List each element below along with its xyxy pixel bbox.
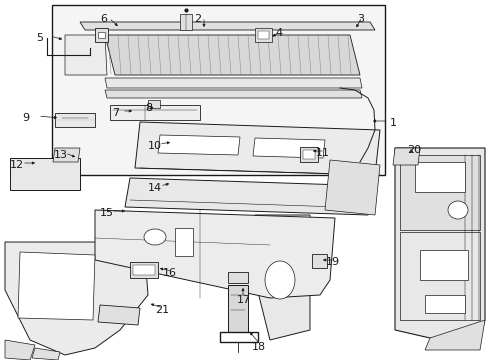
Polygon shape [105, 90, 361, 98]
Bar [424, 295, 464, 313]
Polygon shape [125, 178, 374, 215]
Text: 11: 11 [315, 148, 329, 158]
Polygon shape [5, 242, 148, 355]
Bar [414, 162, 464, 192]
Polygon shape [95, 28, 108, 42]
Text: 21: 21 [155, 305, 169, 315]
Polygon shape [130, 262, 158, 278]
Text: 16: 16 [163, 268, 177, 278]
Ellipse shape [264, 261, 294, 299]
Text: 8: 8 [145, 103, 152, 113]
Bar [419, 250, 467, 280]
Polygon shape [98, 32, 105, 38]
Text: 1: 1 [389, 118, 396, 128]
Polygon shape [394, 148, 484, 348]
Polygon shape [252, 138, 325, 158]
Polygon shape [399, 155, 479, 230]
Polygon shape [311, 254, 326, 268]
Polygon shape [65, 35, 107, 75]
Polygon shape [105, 78, 361, 88]
Polygon shape [110, 105, 200, 120]
Polygon shape [424, 320, 484, 350]
Polygon shape [303, 150, 314, 159]
Text: 3: 3 [356, 14, 363, 24]
Polygon shape [10, 158, 80, 190]
Polygon shape [95, 210, 334, 298]
Polygon shape [158, 135, 240, 155]
Text: 18: 18 [251, 342, 265, 352]
Bar [175, 228, 193, 256]
Polygon shape [32, 348, 60, 360]
Text: 12: 12 [10, 160, 24, 170]
Polygon shape [55, 113, 95, 127]
Polygon shape [135, 122, 379, 175]
Text: 9: 9 [22, 113, 29, 123]
Polygon shape [80, 22, 374, 30]
Text: 20: 20 [406, 145, 420, 155]
Polygon shape [258, 31, 268, 39]
Ellipse shape [447, 201, 467, 219]
Polygon shape [299, 147, 317, 162]
Polygon shape [180, 14, 192, 30]
Text: 6: 6 [100, 14, 107, 24]
Polygon shape [5, 340, 35, 360]
Polygon shape [254, 28, 271, 42]
Polygon shape [105, 35, 359, 75]
Text: 2: 2 [194, 14, 201, 24]
Polygon shape [227, 285, 247, 332]
Text: 19: 19 [325, 257, 340, 267]
Polygon shape [18, 252, 95, 320]
Polygon shape [399, 232, 479, 320]
Text: 17: 17 [237, 295, 251, 305]
Bar [52, 5, 384, 175]
Text: 7: 7 [112, 108, 119, 118]
Polygon shape [254, 215, 309, 340]
Text: 10: 10 [148, 141, 162, 151]
Text: 15: 15 [100, 208, 114, 218]
Text: 4: 4 [274, 28, 282, 38]
Polygon shape [325, 160, 379, 215]
Polygon shape [53, 148, 80, 162]
Text: 13: 13 [54, 150, 68, 160]
Text: 5: 5 [36, 33, 43, 43]
Polygon shape [98, 305, 140, 325]
Text: 14: 14 [148, 183, 162, 193]
Polygon shape [148, 100, 160, 108]
Polygon shape [227, 272, 247, 283]
Bar [220, 332, 258, 342]
Polygon shape [392, 148, 419, 165]
Polygon shape [133, 265, 155, 275]
Ellipse shape [143, 229, 165, 245]
